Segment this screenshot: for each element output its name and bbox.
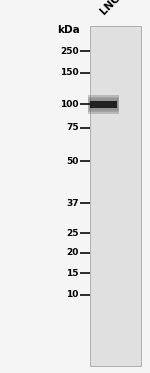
Bar xyxy=(89,100,118,109)
Text: 50: 50 xyxy=(66,157,79,166)
Bar xyxy=(89,98,118,111)
Bar xyxy=(90,26,141,366)
Bar xyxy=(88,97,119,112)
Text: 20: 20 xyxy=(66,248,79,257)
Text: 25: 25 xyxy=(66,229,79,238)
Text: 150: 150 xyxy=(60,68,79,77)
Text: 15: 15 xyxy=(66,269,79,278)
Bar xyxy=(90,101,117,108)
Text: LNCaP: LNCaP xyxy=(98,0,132,17)
Text: 10: 10 xyxy=(66,290,79,299)
Text: 250: 250 xyxy=(60,47,79,56)
Text: 75: 75 xyxy=(66,123,79,132)
Text: kDa: kDa xyxy=(57,25,80,35)
Text: 37: 37 xyxy=(66,199,79,208)
Text: 100: 100 xyxy=(60,100,79,109)
Bar xyxy=(88,95,119,114)
